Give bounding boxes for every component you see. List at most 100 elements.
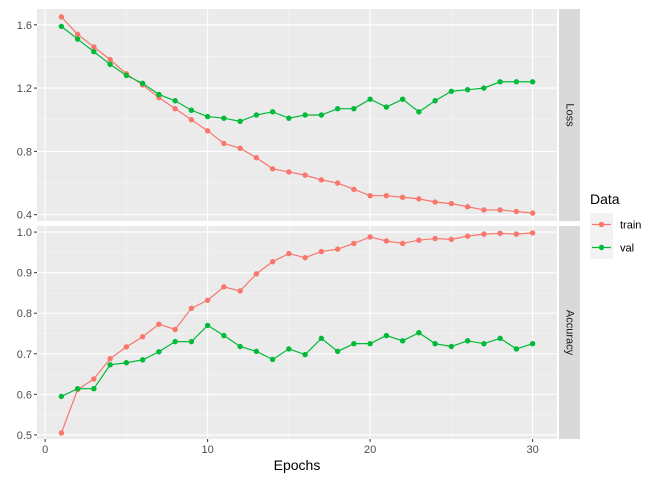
data-point-train <box>237 145 243 151</box>
data-point-train <box>302 254 308 261</box>
y-tick-label: 0.8 <box>17 308 32 320</box>
facet-panel-accuracy: 0.5 0.6 0.7 0.8 0.9 1.0 Accuracy <box>17 226 580 442</box>
data-point-val <box>286 115 292 121</box>
x-tick-label: 0 <box>42 444 48 456</box>
data-point-train <box>383 192 390 199</box>
data-point-train <box>399 194 406 200</box>
data-point-train <box>269 166 276 172</box>
data-point-train <box>139 334 146 340</box>
data-point-val <box>334 348 341 355</box>
data-point-val <box>107 61 113 68</box>
data-point-train <box>351 186 357 193</box>
data-point-val <box>383 332 390 339</box>
data-point-train <box>91 376 97 382</box>
data-point-train <box>188 117 195 123</box>
data-point-train <box>221 284 227 290</box>
data-point-train <box>513 208 520 215</box>
data-point-val <box>367 96 373 102</box>
data-point-val <box>172 338 178 345</box>
y-tick-label: 1.2 <box>17 83 32 95</box>
data-point-train <box>156 321 162 327</box>
facet-strip-label: Loss <box>564 103 576 127</box>
data-point-val <box>334 105 341 112</box>
x-tick-label: 30 <box>527 444 539 456</box>
data-point-train <box>172 105 178 112</box>
data-point-val <box>351 105 357 112</box>
data-point-train <box>529 210 536 216</box>
data-point-train <box>448 236 455 243</box>
x-tick-label: 10 <box>202 444 214 456</box>
data-point-train <box>91 44 97 50</box>
data-point-val <box>399 96 406 102</box>
data-point-val <box>513 79 520 85</box>
data-point-val <box>221 115 227 121</box>
data-point-train <box>448 200 455 207</box>
facet-strip <box>559 226 580 439</box>
facet-panel-loss: 0.4 0.8 1.2 1.6 Loss <box>17 9 580 222</box>
y-tick-label: 1.6 <box>17 20 32 32</box>
data-point-train <box>497 207 503 213</box>
data-point-val <box>529 79 536 85</box>
data-point-val <box>367 340 373 347</box>
data-point-val <box>139 80 146 87</box>
data-point-val <box>91 385 97 392</box>
data-point-val <box>497 335 503 342</box>
data-point-val <box>123 360 130 366</box>
data-point-train <box>318 248 325 255</box>
data-point-val <box>513 346 520 352</box>
data-point-train <box>269 259 276 265</box>
data-point-train <box>513 231 520 237</box>
y-tick-label: 0.8 <box>17 146 32 158</box>
data-point-train <box>334 180 341 186</box>
data-point-val <box>269 356 276 363</box>
series-line-train <box>60 16 533 214</box>
data-point-train <box>172 326 178 333</box>
data-point-train <box>383 238 390 244</box>
data-point-train <box>204 297 211 303</box>
data-point-val <box>448 343 455 350</box>
data-point-train <box>529 230 536 236</box>
data-point-train <box>221 140 227 147</box>
data-point-val <box>302 112 308 118</box>
data-point-val <box>156 349 162 355</box>
data-point-train <box>399 240 406 247</box>
panel-background <box>37 9 557 221</box>
data-point-val <box>58 393 65 400</box>
data-point-val <box>74 36 81 42</box>
data-point-val <box>253 112 260 118</box>
data-point-val <box>253 348 260 355</box>
data-point-val <box>188 107 195 113</box>
data-point-val <box>172 98 178 104</box>
data-point-val <box>286 346 292 352</box>
data-point-train <box>237 288 243 294</box>
data-point-train <box>107 355 113 362</box>
data-point-train <box>481 231 487 237</box>
data-point-val <box>237 118 243 125</box>
data-point-val <box>269 109 276 115</box>
data-point-train <box>318 177 325 183</box>
legend-key-point-train <box>598 221 605 228</box>
data-point-train <box>464 204 471 210</box>
legend-label-train: train <box>620 220 641 232</box>
data-point-val <box>399 338 406 344</box>
data-point-val <box>497 79 503 85</box>
data-point-train <box>74 31 81 38</box>
data-point-train <box>302 172 308 178</box>
data-point-val <box>58 23 65 30</box>
data-point-val <box>416 330 422 336</box>
series-line-val <box>61 324 533 397</box>
data-point-val <box>351 340 357 347</box>
facet-strip <box>559 9 580 221</box>
data-point-train <box>253 155 260 161</box>
y-tick-label: 1.0 <box>17 227 32 239</box>
x-axis-title: Epochs <box>274 457 321 473</box>
facet-strip-label: Accuracy <box>564 310 576 356</box>
data-point-val <box>448 88 455 94</box>
series-line-val <box>61 25 533 122</box>
y-tick-label: 0.4 <box>17 210 32 222</box>
y-tick-label: 0.5 <box>17 430 32 442</box>
data-point-val <box>464 86 471 93</box>
data-point-train <box>286 250 292 257</box>
data-point-train <box>416 237 422 243</box>
data-point-train <box>432 235 438 242</box>
